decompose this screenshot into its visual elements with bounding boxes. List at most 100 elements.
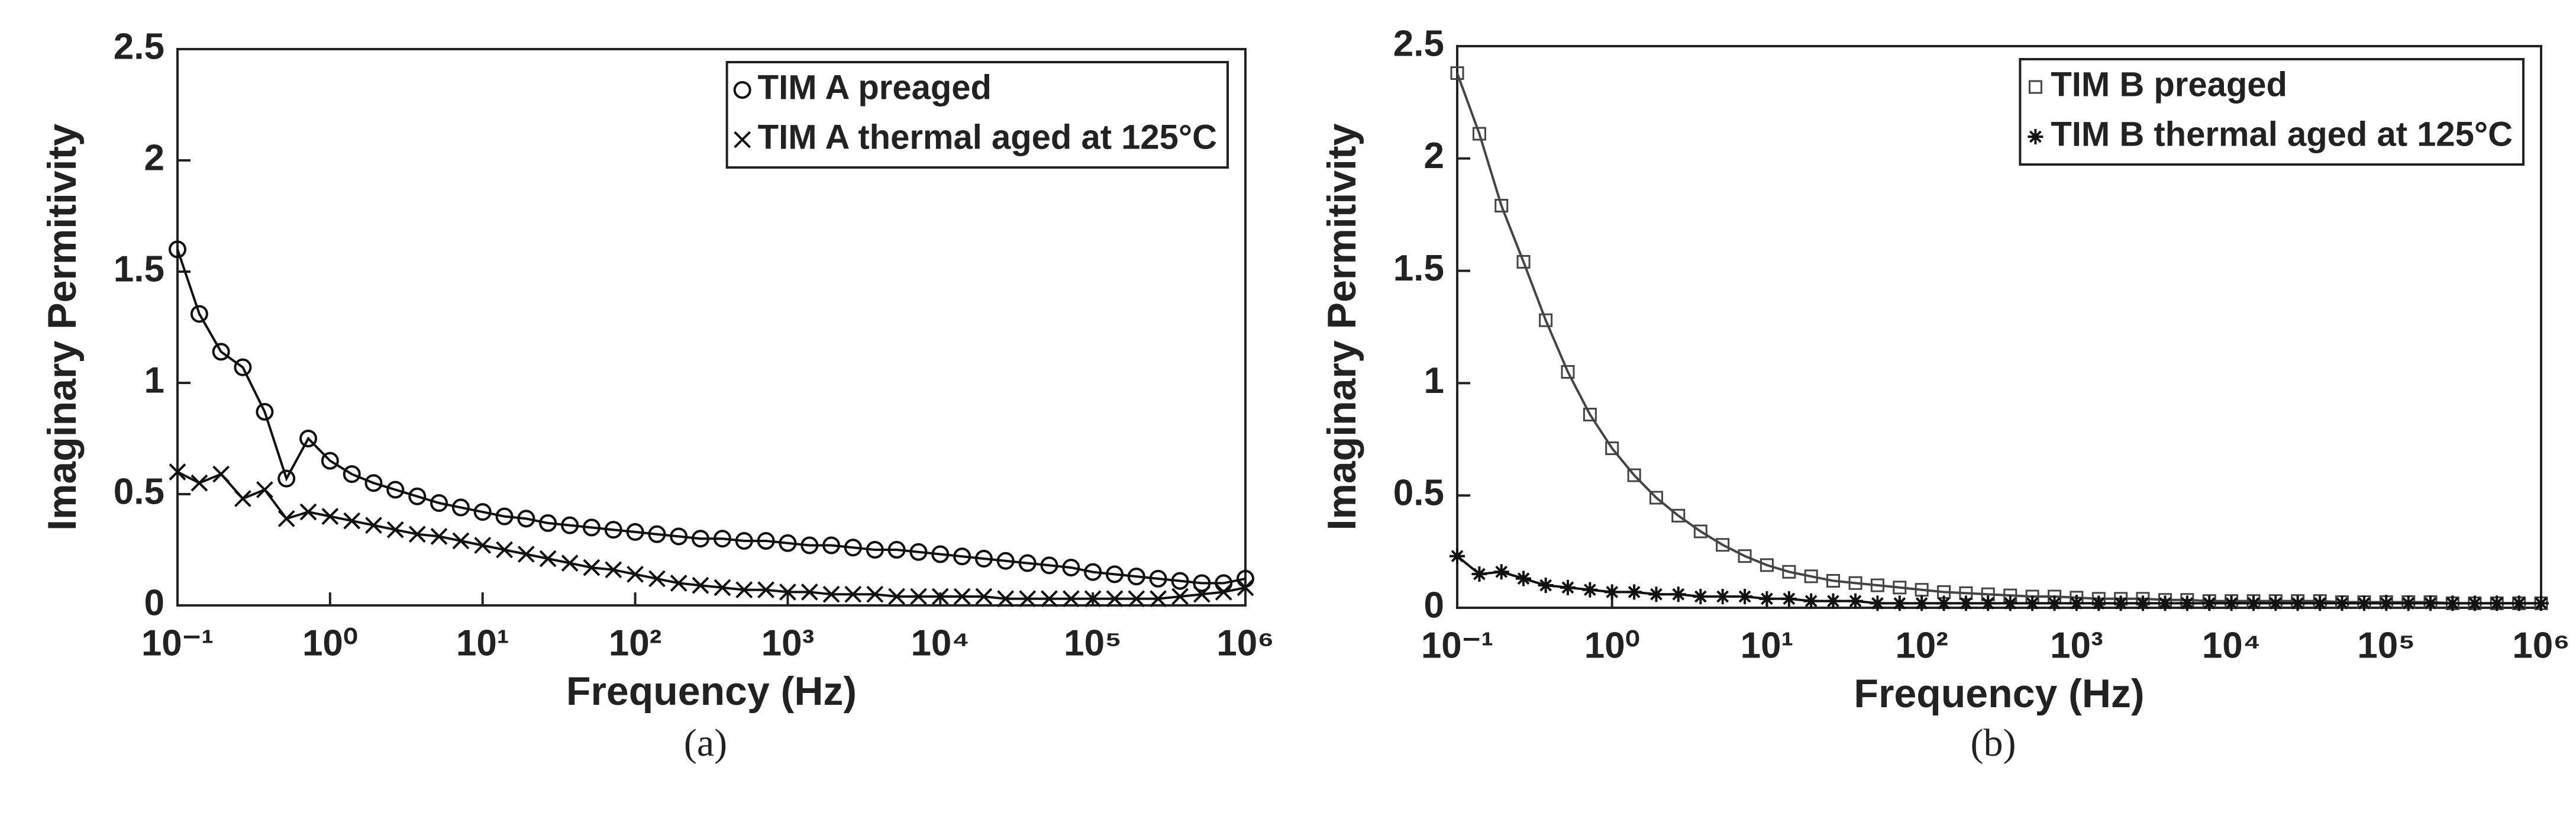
marker — [1019, 590, 1037, 608]
marker — [408, 487, 427, 505]
x-tick-label: 10⁵ — [1064, 623, 1122, 663]
marker — [1693, 524, 1707, 539]
marker — [234, 358, 252, 376]
y-tick-label: 0.5 — [1393, 473, 1444, 514]
marker — [931, 545, 950, 563]
marker — [386, 521, 404, 539]
marker — [1560, 579, 1576, 595]
marker — [953, 547, 971, 566]
marker — [343, 512, 361, 530]
chart: 0 0.5 1 1.5 2 2.5 10⁻¹ 10⁰ 10¹ 10² 10³ 10⁴ 10⁵ 10⁶ Fre… — [40, 26, 1274, 765]
x-tick-label: 10⁰ — [302, 623, 358, 663]
marker — [1106, 565, 1124, 584]
marker — [1150, 590, 1167, 608]
legend-label: TIM A thermal aged at 125°C — [758, 118, 1217, 156]
marker — [1450, 66, 1464, 80]
marker — [1804, 569, 1818, 584]
marker — [277, 469, 296, 488]
marker — [2423, 595, 2439, 611]
y-tick-label: 2.5 — [114, 26, 164, 67]
marker — [648, 570, 666, 588]
marker — [996, 552, 1015, 570]
marker — [1670, 586, 1686, 602]
marker — [169, 463, 186, 481]
marker — [1106, 590, 1124, 608]
marker — [495, 507, 514, 526]
marker — [604, 521, 622, 539]
marker — [2246, 595, 2261, 611]
marker — [1759, 591, 1775, 607]
caption: (a) — [684, 721, 727, 765]
marker — [1671, 508, 1686, 523]
marker — [1893, 581, 1907, 595]
marker — [1583, 408, 1597, 422]
x-tick-label: 10⁶ — [2512, 625, 2570, 666]
legend: TIM A preaged TIM A thermal aged at 125°C — [725, 61, 1229, 169]
marker — [582, 518, 601, 537]
marker — [1062, 559, 1080, 577]
x-tick-label: 10⁻¹ — [1421, 625, 1493, 666]
y-tick-label: 1 — [144, 360, 164, 401]
x-tick-label: 10² — [609, 623, 662, 663]
marker — [1516, 570, 1532, 586]
marker — [1018, 554, 1037, 572]
marker — [2467, 595, 2483, 611]
marker — [627, 565, 644, 583]
marker — [1626, 584, 1642, 600]
marker — [1472, 127, 1486, 141]
legend-label: TIM B thermal aged at 125°C — [2051, 115, 2513, 153]
marker — [779, 584, 796, 601]
x-tick-label: 10² — [1895, 625, 1948, 666]
y-tick-label: 1 — [1424, 360, 1444, 401]
y-tick-label: 2 — [144, 137, 164, 178]
marker — [1062, 590, 1080, 608]
marker — [1738, 549, 1752, 563]
series-line — [177, 470, 1246, 600]
marker — [822, 536, 841, 555]
marker — [321, 452, 339, 470]
marker — [997, 590, 1015, 608]
x-tick-label: 10¹ — [1741, 625, 1794, 666]
marker — [1803, 593, 1819, 609]
marker — [975, 588, 993, 605]
marker — [974, 550, 993, 568]
marker — [2091, 595, 2107, 611]
marker — [800, 536, 819, 555]
marker — [1870, 595, 1886, 611]
x-tick-label: 10¹ — [456, 623, 509, 663]
marker — [1605, 441, 1619, 455]
marker — [1215, 584, 1232, 601]
legend-label: TIM B preaged — [2051, 65, 2287, 104]
marker — [2533, 595, 2549, 611]
marker — [517, 546, 535, 563]
marker — [2378, 595, 2394, 611]
marker — [2135, 595, 2151, 611]
plot-frame — [1456, 45, 2542, 609]
marker — [909, 543, 928, 561]
marker — [692, 576, 709, 594]
y-tick-label: 2.5 — [1393, 23, 1444, 64]
marker — [866, 585, 884, 603]
marker — [1128, 590, 1145, 608]
marker — [1782, 565, 1796, 579]
marker — [1539, 313, 1553, 327]
marker — [321, 508, 339, 526]
x-tick-label: 10⁻¹ — [141, 623, 214, 663]
marker — [2068, 595, 2084, 611]
marker — [1516, 254, 1531, 269]
marker — [1193, 585, 1210, 603]
series-line — [176, 249, 1246, 585]
marker — [2201, 595, 2217, 611]
marker — [888, 588, 906, 605]
marker — [1171, 588, 1189, 605]
marker — [474, 537, 492, 554]
marker — [452, 532, 470, 550]
marker — [191, 474, 208, 492]
marker — [539, 550, 557, 568]
y-tick-label: 0 — [144, 582, 164, 623]
marker — [1149, 569, 1167, 588]
marker — [626, 523, 644, 541]
x-tick-label: 10⁰ — [1584, 625, 1640, 666]
y-tick-label: 0 — [1424, 585, 1444, 626]
marker — [430, 494, 448, 512]
